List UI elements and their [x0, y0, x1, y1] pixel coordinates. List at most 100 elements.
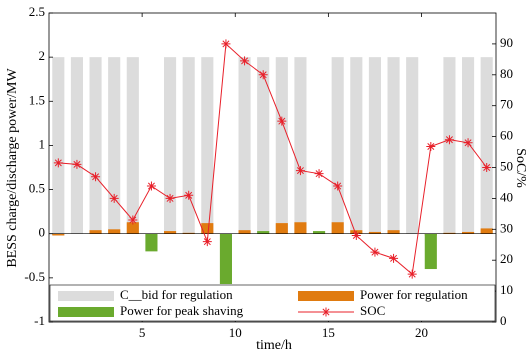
marker: [221, 39, 231, 49]
marker: [333, 181, 343, 191]
bar: [126, 222, 139, 234]
y2-tick-label: 40: [500, 189, 513, 204]
bar: [368, 231, 381, 234]
bar: [70, 57, 83, 234]
y-axis-label: BESS charge/discharge power/MW: [5, 68, 20, 268]
bar: [164, 231, 177, 234]
y2-tick-label: 80: [500, 66, 513, 81]
marker: [277, 116, 287, 126]
bar: [443, 232, 456, 234]
bar: [443, 57, 456, 234]
bar: [201, 223, 214, 234]
bar: [145, 233, 158, 252]
bar: [257, 231, 270, 234]
y2-tick-label: 0: [500, 313, 507, 328]
x-tick-label: 5: [139, 325, 146, 340]
bar: [275, 223, 288, 234]
y-tick-label: 1.5: [29, 92, 45, 107]
bar: [387, 57, 400, 234]
bar: [257, 57, 270, 234]
marker: [463, 138, 473, 148]
bar: [89, 230, 102, 234]
legend-label: SOC: [360, 303, 385, 318]
bar: [294, 222, 307, 234]
bar: [331, 222, 344, 234]
marker: [165, 193, 175, 203]
bar: [424, 233, 437, 270]
marker: [53, 158, 63, 168]
y-tick-label: 0: [39, 225, 46, 240]
y2-tick-label: 20: [500, 251, 513, 266]
bar: [294, 57, 307, 234]
y2-tick-label: 50: [500, 158, 513, 173]
marker: [202, 237, 212, 247]
bar: [201, 57, 214, 234]
legend-swatch: [58, 307, 114, 317]
legend: C__bid for regulation Power for regulatio…: [49, 284, 496, 322]
marker: [109, 193, 119, 203]
bar: [52, 57, 65, 234]
y-tick-label: 2: [39, 48, 46, 63]
x-tick-label: 10: [229, 325, 242, 340]
marker: [389, 253, 399, 263]
y2-tick-label: 10: [500, 282, 513, 297]
legend-marker: [321, 307, 331, 317]
bar: [350, 57, 363, 234]
bar: [52, 233, 65, 236]
y-tick-label: -1: [34, 313, 45, 328]
marker: [240, 56, 250, 66]
legend-swatch: [58, 291, 114, 301]
bar: [238, 230, 251, 234]
y2-tick-label: 90: [500, 35, 513, 50]
marker: [444, 135, 454, 145]
marker: [91, 172, 101, 182]
bar: [238, 57, 251, 234]
y2-tick-label: 30: [500, 220, 513, 235]
x-axis-label: time/h: [256, 338, 292, 353]
y-tick-label: 2.5: [29, 4, 45, 19]
bar: [182, 232, 195, 234]
y2-tick-label: 70: [500, 97, 513, 112]
marker: [146, 181, 156, 191]
bar: [108, 229, 121, 234]
marker: [370, 247, 380, 257]
marker: [184, 190, 194, 200]
y2-axis-label: SoC/%: [513, 148, 528, 188]
marker: [295, 166, 305, 176]
bar: [387, 230, 400, 234]
bar: [164, 57, 177, 234]
bar: [89, 57, 102, 234]
legend-swatch: [298, 291, 354, 301]
marker: [258, 70, 268, 80]
legend-box: [49, 284, 496, 322]
legend-label: Power for regulation: [360, 287, 468, 302]
marker: [72, 159, 82, 169]
marker: [128, 215, 138, 225]
x-tick-label: 15: [322, 325, 335, 340]
bar: [313, 231, 326, 234]
bar: [126, 57, 139, 234]
legend-label: C__bid for regulation: [120, 287, 233, 302]
bar: [480, 57, 493, 234]
y-tick-label: -0.5: [24, 269, 45, 284]
bar: [331, 57, 344, 234]
bar: [275, 57, 288, 234]
bar: [462, 231, 475, 234]
marker: [351, 230, 361, 240]
marker: [426, 141, 436, 151]
line: [58, 42, 488, 276]
bar: [406, 57, 419, 234]
x-tick-label: 20: [415, 325, 428, 340]
bar: [108, 57, 121, 234]
plot-area: [49, 13, 496, 322]
bar: [480, 228, 493, 234]
y2-tick-label: 60: [500, 128, 513, 143]
bar: [182, 57, 195, 234]
bar: [219, 233, 232, 285]
marker: [314, 169, 324, 179]
marker: [407, 269, 417, 279]
legend-label: Power for peak shaving: [120, 303, 244, 318]
y-tick-label: 0.5: [29, 181, 45, 196]
bar: [368, 57, 381, 234]
